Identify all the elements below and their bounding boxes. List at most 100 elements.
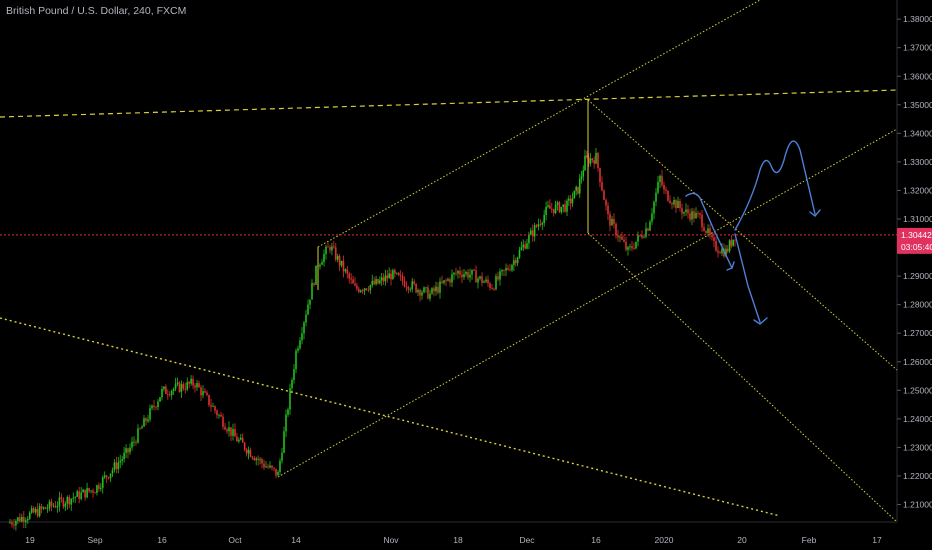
candle-body xyxy=(683,212,685,214)
candle-body xyxy=(691,211,693,220)
candle-body xyxy=(499,271,501,280)
candle-body xyxy=(145,418,147,422)
candle-body xyxy=(216,410,218,416)
candle-body xyxy=(141,426,143,429)
y-tick-label: 1.37000 xyxy=(903,43,932,53)
candle-body xyxy=(180,384,183,392)
candle-body xyxy=(554,204,557,214)
bearish-projection-arrowhead xyxy=(726,261,735,271)
candle-body xyxy=(447,279,449,281)
candle-body xyxy=(631,246,633,249)
candle-body xyxy=(315,265,317,285)
candle-body xyxy=(56,506,59,508)
candle-body xyxy=(441,281,443,283)
candle-body xyxy=(313,283,315,285)
candle-body xyxy=(425,287,427,289)
candle-body xyxy=(50,501,53,506)
candle-body xyxy=(161,388,163,398)
candle-body xyxy=(86,488,88,498)
candle-body xyxy=(665,189,667,191)
candle-body xyxy=(78,491,80,499)
candle-body xyxy=(537,224,540,227)
candle-body xyxy=(528,234,530,244)
candle-body xyxy=(107,477,110,479)
candles xyxy=(9,147,736,531)
candle-body xyxy=(497,276,499,280)
candle-body xyxy=(356,285,358,289)
candle-body xyxy=(327,246,329,248)
candle-body xyxy=(224,426,226,430)
y-tick-label: 1.31000 xyxy=(903,214,932,224)
candle-body xyxy=(375,279,377,285)
candle-body xyxy=(491,287,493,289)
candle-body xyxy=(186,381,189,390)
candle-body xyxy=(625,241,627,250)
candle-body xyxy=(659,175,661,182)
candle-body xyxy=(623,239,625,242)
candle-body xyxy=(159,397,161,402)
candle-body xyxy=(295,350,297,370)
candle-body xyxy=(214,406,216,411)
candle-body xyxy=(399,275,402,277)
candle-body xyxy=(64,503,67,507)
ascending-channel-upper-line xyxy=(317,0,761,248)
candle-body xyxy=(222,416,224,427)
candle-body xyxy=(265,466,267,468)
candle-body xyxy=(566,200,568,212)
candle-body xyxy=(715,241,717,251)
candle-body xyxy=(551,208,553,210)
candle-body xyxy=(601,182,603,191)
candle-body xyxy=(401,275,404,282)
y-tick-label: 1.22000 xyxy=(903,471,932,481)
candle-body xyxy=(427,287,429,299)
candle-body xyxy=(84,489,86,498)
candle-body xyxy=(619,236,621,238)
candle-body xyxy=(487,279,489,284)
candle-body xyxy=(307,304,309,315)
candle-body xyxy=(445,280,447,282)
candle-body xyxy=(367,289,370,291)
candle-body xyxy=(518,250,521,258)
long-term-downtrend-line xyxy=(0,317,781,517)
grid-lines xyxy=(0,0,898,523)
candle-body xyxy=(479,276,481,279)
candle-body xyxy=(643,236,645,238)
candle-body xyxy=(564,204,566,212)
candle-body xyxy=(461,274,463,278)
candle-body xyxy=(253,457,256,461)
candle-body xyxy=(651,213,653,222)
candle-body xyxy=(155,406,157,408)
bearish-projection-arrow xyxy=(734,233,761,323)
y-tick-label: 1.23000 xyxy=(903,442,932,452)
candle-body xyxy=(403,281,406,287)
candle-body xyxy=(192,378,194,386)
candle-body xyxy=(137,428,139,443)
trend-drawings[interactable] xyxy=(0,0,898,523)
x-tick-label: Dec xyxy=(519,535,535,545)
candle-body xyxy=(531,230,534,237)
candle-body xyxy=(661,175,663,186)
candle-body xyxy=(230,427,232,436)
candle-body xyxy=(92,490,94,493)
candle-body xyxy=(249,449,252,457)
candle-body xyxy=(507,268,509,270)
candle-body xyxy=(437,286,439,293)
candle-body xyxy=(36,509,39,517)
y-tick-label: 1.36000 xyxy=(903,71,932,81)
x-tick-label: 2020 xyxy=(655,535,674,545)
candle-body xyxy=(72,497,75,499)
candle-body xyxy=(208,395,210,406)
candle-body xyxy=(514,260,517,264)
candle-body xyxy=(21,516,23,522)
candle-body xyxy=(530,230,532,235)
candle-body xyxy=(167,393,169,395)
candle-body xyxy=(255,458,258,461)
x-tick-label: Sep xyxy=(87,535,102,545)
candle-body xyxy=(23,516,25,522)
y-tick-label: 1.29000 xyxy=(903,271,932,281)
candle-body xyxy=(94,492,96,494)
candle-body xyxy=(419,290,421,296)
candle-body xyxy=(297,348,299,351)
candle-body xyxy=(170,390,173,396)
